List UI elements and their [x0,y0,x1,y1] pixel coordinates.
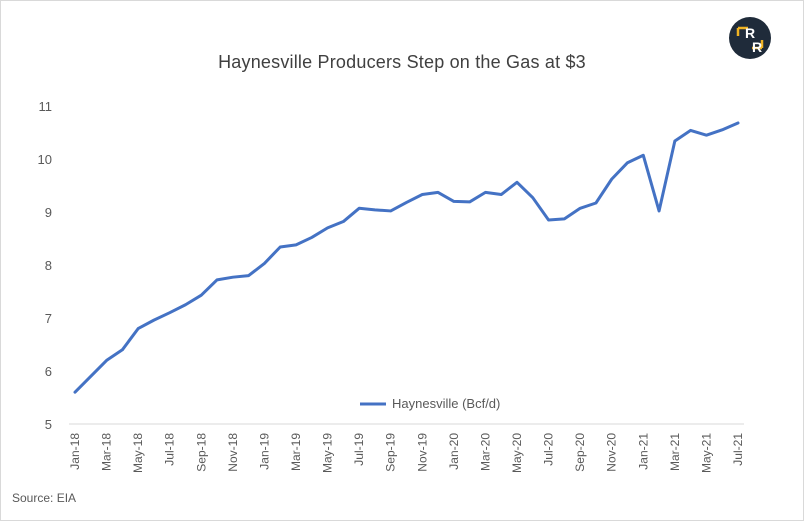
x-tick-label: Mar-20 [478,433,492,471]
legend: Haynesville (Bcf/d) [360,396,500,411]
x-tick-label: Sep-18 [194,433,208,472]
x-tick-label: May-19 [321,433,335,473]
y-tick-label: 10 [38,152,52,167]
x-tick-label: Jan-21 [636,433,650,470]
source-note: Source: EIA [12,491,77,505]
x-tick-label: Nov-19 [415,433,429,472]
x-tick-label: Mar-19 [289,433,303,471]
y-axis: 5 6 7 8 9 10 11 [38,99,52,432]
x-tick-label: Nov-20 [605,433,619,472]
x-tick-label: Jul-18 [163,433,177,466]
x-tick-label: Sep-20 [573,433,587,472]
rbn-logo-icon: R R [729,17,771,59]
logo-letter-top: R [745,25,755,41]
x-axis: Jan-18 Mar-18 May-18 Jul-18 Sep-18 Nov-18 Jan-… [68,423,745,473]
x-tick-label: Jan-18 [68,433,82,470]
y-tick-label: 7 [45,311,52,326]
x-tick-label: Nov-18 [226,433,240,472]
y-tick-label: 5 [45,417,52,432]
chart-title: Haynesville Producers Step on the Gas at… [218,52,586,72]
series-line-haynesville [73,121,740,394]
x-tick-label: Jul-21 [731,433,745,466]
y-tick-label: 8 [45,258,52,273]
x-tick-label: May-21 [699,433,713,473]
y-tick-label: 6 [45,364,52,379]
legend-label: Haynesville (Bcf/d) [392,396,500,411]
x-tick-label: May-20 [510,433,524,473]
x-tick-label: Jan-19 [257,433,271,470]
y-tick-label: 9 [45,205,52,220]
x-tick-label: Jul-19 [352,433,366,466]
x-tick-label: Jul-20 [542,433,556,466]
y-tick-label: 11 [39,99,53,114]
x-tick-label: May-18 [131,433,145,473]
x-tick-label: Jan-20 [447,433,461,470]
x-tick-label: Sep-19 [384,433,398,472]
x-tick-label: Mar-21 [668,433,682,471]
logo-letter-bottom: R [752,39,762,55]
x-tick-label: Mar-18 [100,433,114,471]
